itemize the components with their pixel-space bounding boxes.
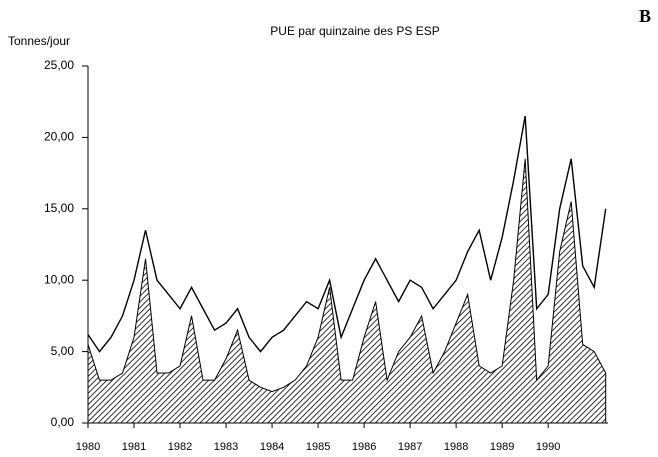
y-tick-label: 25,00 <box>44 58 74 72</box>
y-tick-label: 20,00 <box>44 130 74 144</box>
x-tick-label: 1990 <box>536 441 560 453</box>
y-axis-label: Tonnes/jour <box>8 34 70 48</box>
x-tick-label: 1985 <box>306 441 330 453</box>
y-tick-label: 5,00 <box>51 344 75 358</box>
y-tick-label: 15,00 <box>44 201 74 215</box>
hatched-area <box>87 158 607 424</box>
x-tick-label: 1986 <box>352 441 376 453</box>
chart-title: PUE par quinzaine des PS ESP <box>270 24 439 38</box>
x-tick-label: 1982 <box>168 441 192 453</box>
y-tick-label: 10,00 <box>44 272 74 286</box>
x-tick-label: 1987 <box>398 441 422 453</box>
y-tick-label: 0,00 <box>51 415 75 429</box>
x-tick-label: 1988 <box>444 441 468 453</box>
annotation: B <box>639 6 651 26</box>
x-tick-label: 1981 <box>122 441 146 453</box>
x-tick-label: 1989 <box>490 441 514 453</box>
x-tick-label: 1980 <box>76 441 100 453</box>
x-tick-label: 1984 <box>260 441 284 453</box>
x-tick-label: 1983 <box>214 441 238 453</box>
line <box>87 115 607 353</box>
